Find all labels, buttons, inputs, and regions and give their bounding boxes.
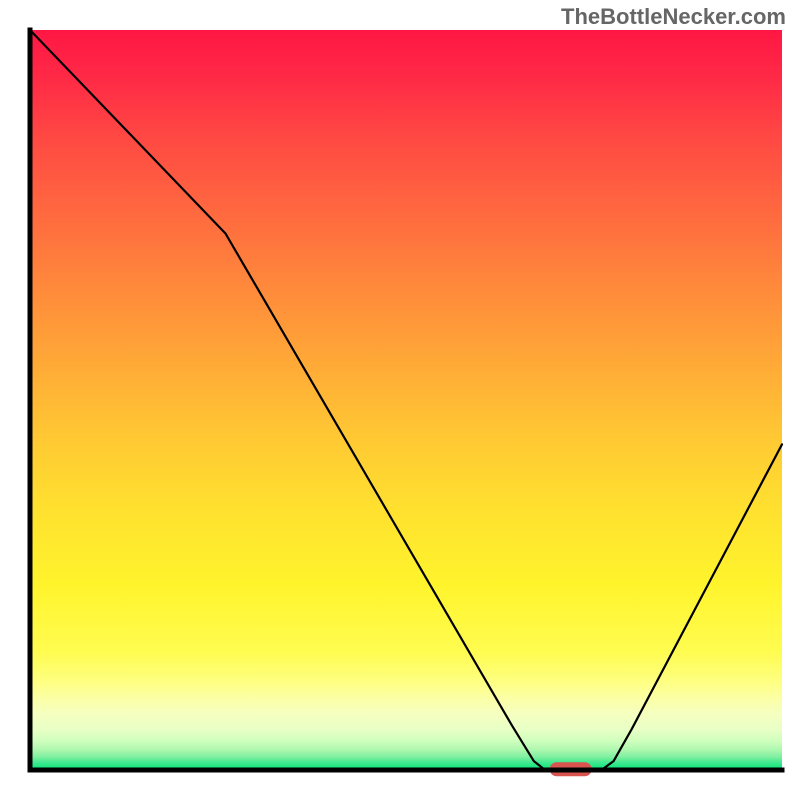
chart-svg	[0, 0, 800, 800]
bottleneck-chart: TheBottleNecker.com	[0, 0, 800, 800]
plot-area	[30, 30, 782, 776]
watermark-label: TheBottleNecker.com	[561, 4, 786, 30]
